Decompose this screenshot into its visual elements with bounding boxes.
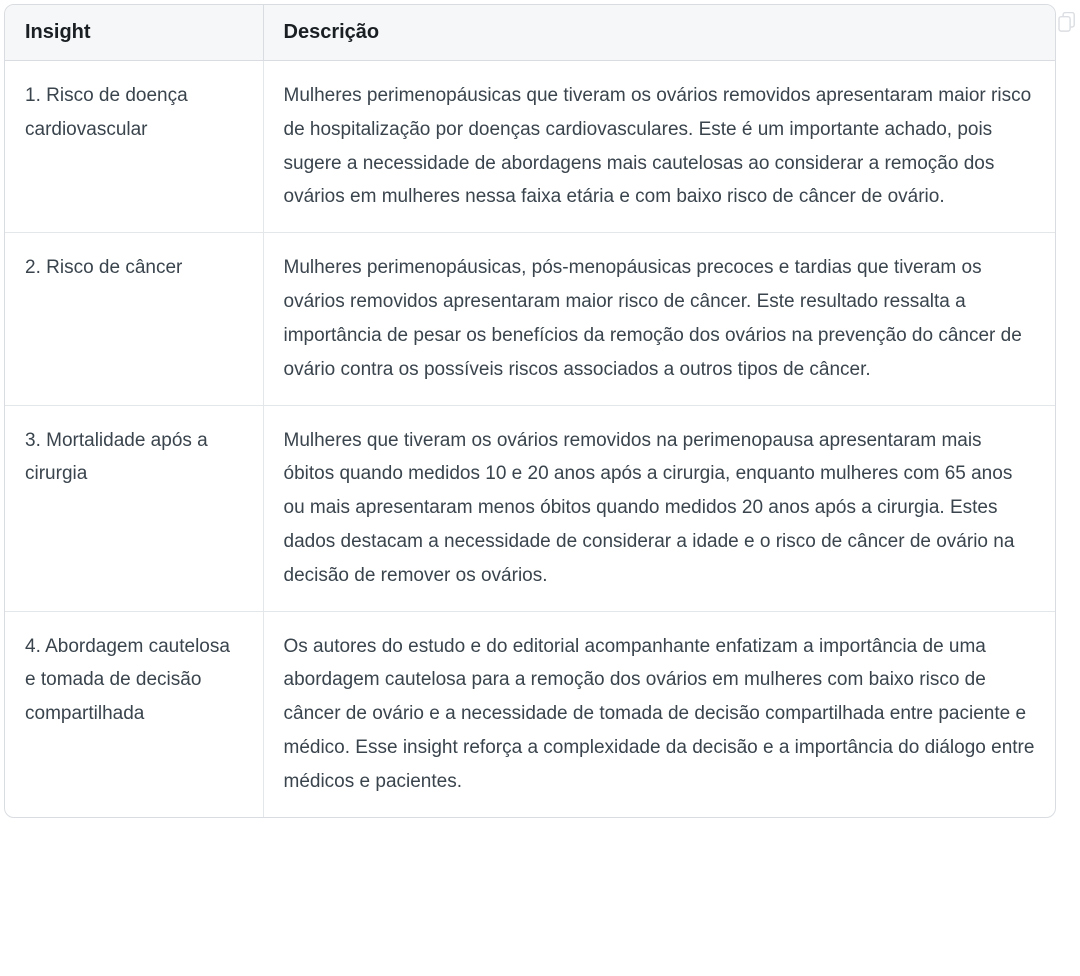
- cell-insight: 4. Abordagem cautelosa e tomada de decis…: [5, 611, 263, 817]
- column-header-descricao: Descrição: [263, 5, 1055, 61]
- table-header-row: Insight Descrição: [5, 5, 1055, 61]
- table-row: 1. Risco de doença cardiovascular Mulher…: [5, 61, 1055, 233]
- copy-button[interactable]: [1058, 12, 1076, 32]
- cell-descricao: Mulheres que tiveram os ovários removido…: [263, 405, 1055, 611]
- table-row: 4. Abordagem cautelosa e tomada de decis…: [5, 611, 1055, 817]
- table-row: 3. Mortalidade após a cirurgia Mulheres …: [5, 405, 1055, 611]
- cell-insight: 1. Risco de doença cardiovascular: [5, 61, 263, 233]
- cell-insight: 2. Risco de câncer: [5, 233, 263, 405]
- cell-descricao: Os autores do estudo e do editorial acom…: [263, 611, 1055, 817]
- copy-icon: [1058, 12, 1076, 32]
- table-row: 2. Risco de câncer Mulheres perimenopáus…: [5, 233, 1055, 405]
- cell-descricao: Mulheres perimenopáusicas que tiveram os…: [263, 61, 1055, 233]
- cell-insight: 3. Mortalidade após a cirurgia: [5, 405, 263, 611]
- insights-table: Insight Descrição 1. Risco de doença car…: [4, 4, 1056, 818]
- cell-descricao: Mulheres perimenopáusicas, pós-menopáusi…: [263, 233, 1055, 405]
- column-header-insight: Insight: [5, 5, 263, 61]
